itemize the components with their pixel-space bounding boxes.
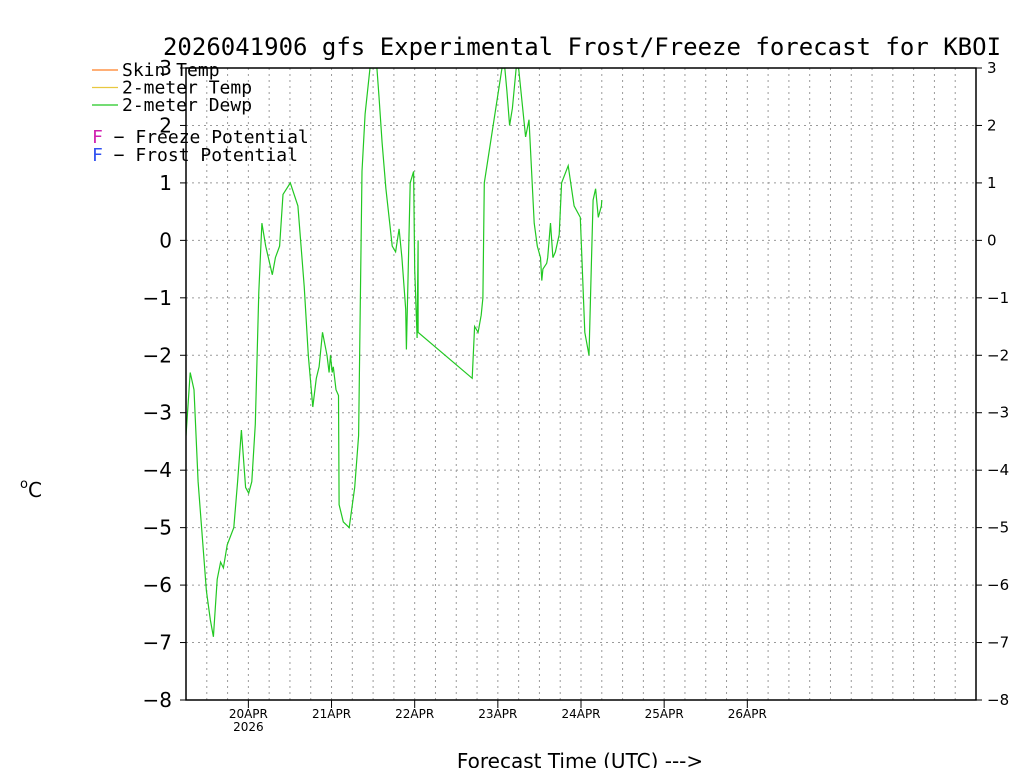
legend-marker-letter: F [92, 127, 103, 148]
y-tick-label-left: 1 [159, 171, 172, 195]
x-tick-label: 23APR [478, 707, 517, 721]
grid [186, 68, 976, 700]
y-tick-label-right: −7 [987, 634, 1009, 652]
y-tick-label-left: −1 [143, 286, 172, 310]
y-axis-label-degree: o [20, 477, 28, 492]
y-tick-label-left: 2 [159, 113, 172, 137]
y-tick-label-left: 0 [159, 228, 172, 252]
x-tick-sublabel: 2026 [233, 720, 264, 734]
y-tick-label-left: −7 [143, 631, 172, 655]
y-tick-label-right: 2 [987, 116, 997, 134]
legend-label: Skin Temp [122, 60, 220, 81]
legend-label: 2-meter Temp [122, 78, 252, 99]
plot-frame [185, 67, 977, 701]
y-tick-label-left: 3 [159, 56, 172, 80]
y-tick-label-left: −3 [143, 401, 172, 425]
legend-marker-label: − Frost Potential [103, 145, 298, 166]
series-line-dewpoint [186, 68, 603, 637]
y-axis-label: oC [20, 477, 42, 502]
legend-marker: F − Frost Potential [92, 145, 298, 166]
y-tick-label-left: −5 [143, 516, 172, 540]
y-tick-label-right: 1 [987, 174, 997, 192]
y-tick-label-right: −5 [987, 519, 1009, 537]
legend-marker: F − Freeze Potential [92, 127, 309, 148]
x-tick-label: 20APR [229, 707, 268, 721]
y-tick-label-right: −4 [987, 461, 1009, 479]
x-tick-label: 24APR [561, 707, 600, 721]
x-tick-label: 21APR [312, 707, 351, 721]
x-tick-label: 26APR [728, 707, 767, 721]
legend-marker-letter: F [92, 145, 103, 166]
y-tick-label-right: −8 [987, 691, 1009, 709]
y-tick-label-left: −2 [143, 343, 172, 367]
x-tick-label: 25APR [645, 707, 684, 721]
y-tick-label-right: −3 [987, 404, 1009, 422]
y-tick-label-left: −8 [143, 688, 172, 712]
x-tick-label: 22APR [395, 707, 434, 721]
legend-label: 2-meter Dewp [122, 95, 252, 116]
y-tick-label-left: −6 [143, 573, 172, 597]
series-layer [186, 68, 603, 637]
y-tick-label-right: −2 [987, 346, 1009, 364]
legend-marker-label: − Freeze Potential [103, 127, 309, 148]
x-axis-label: Forecast Time (UTC) ---> [457, 749, 703, 768]
y-axis: 3 3 2 2 1 1 0 0 −1 −1 −2 −2 −3 −3 −4 −4 −5 −5 −6 −6 −7 −7 −8 −8 [143, 56, 1010, 712]
chart-title: 2026041906 gfs Experimental Frost/Freeze… [163, 33, 1001, 61]
y-tick-label-right: −1 [987, 289, 1009, 307]
y-tick-label-right: 3 [987, 59, 997, 77]
y-axis-label-unit: C [28, 478, 42, 502]
y-tick-label-left: −4 [143, 458, 172, 482]
y-tick-label-right: 0 [987, 231, 997, 249]
y-tick-label-right: −6 [987, 576, 1009, 594]
